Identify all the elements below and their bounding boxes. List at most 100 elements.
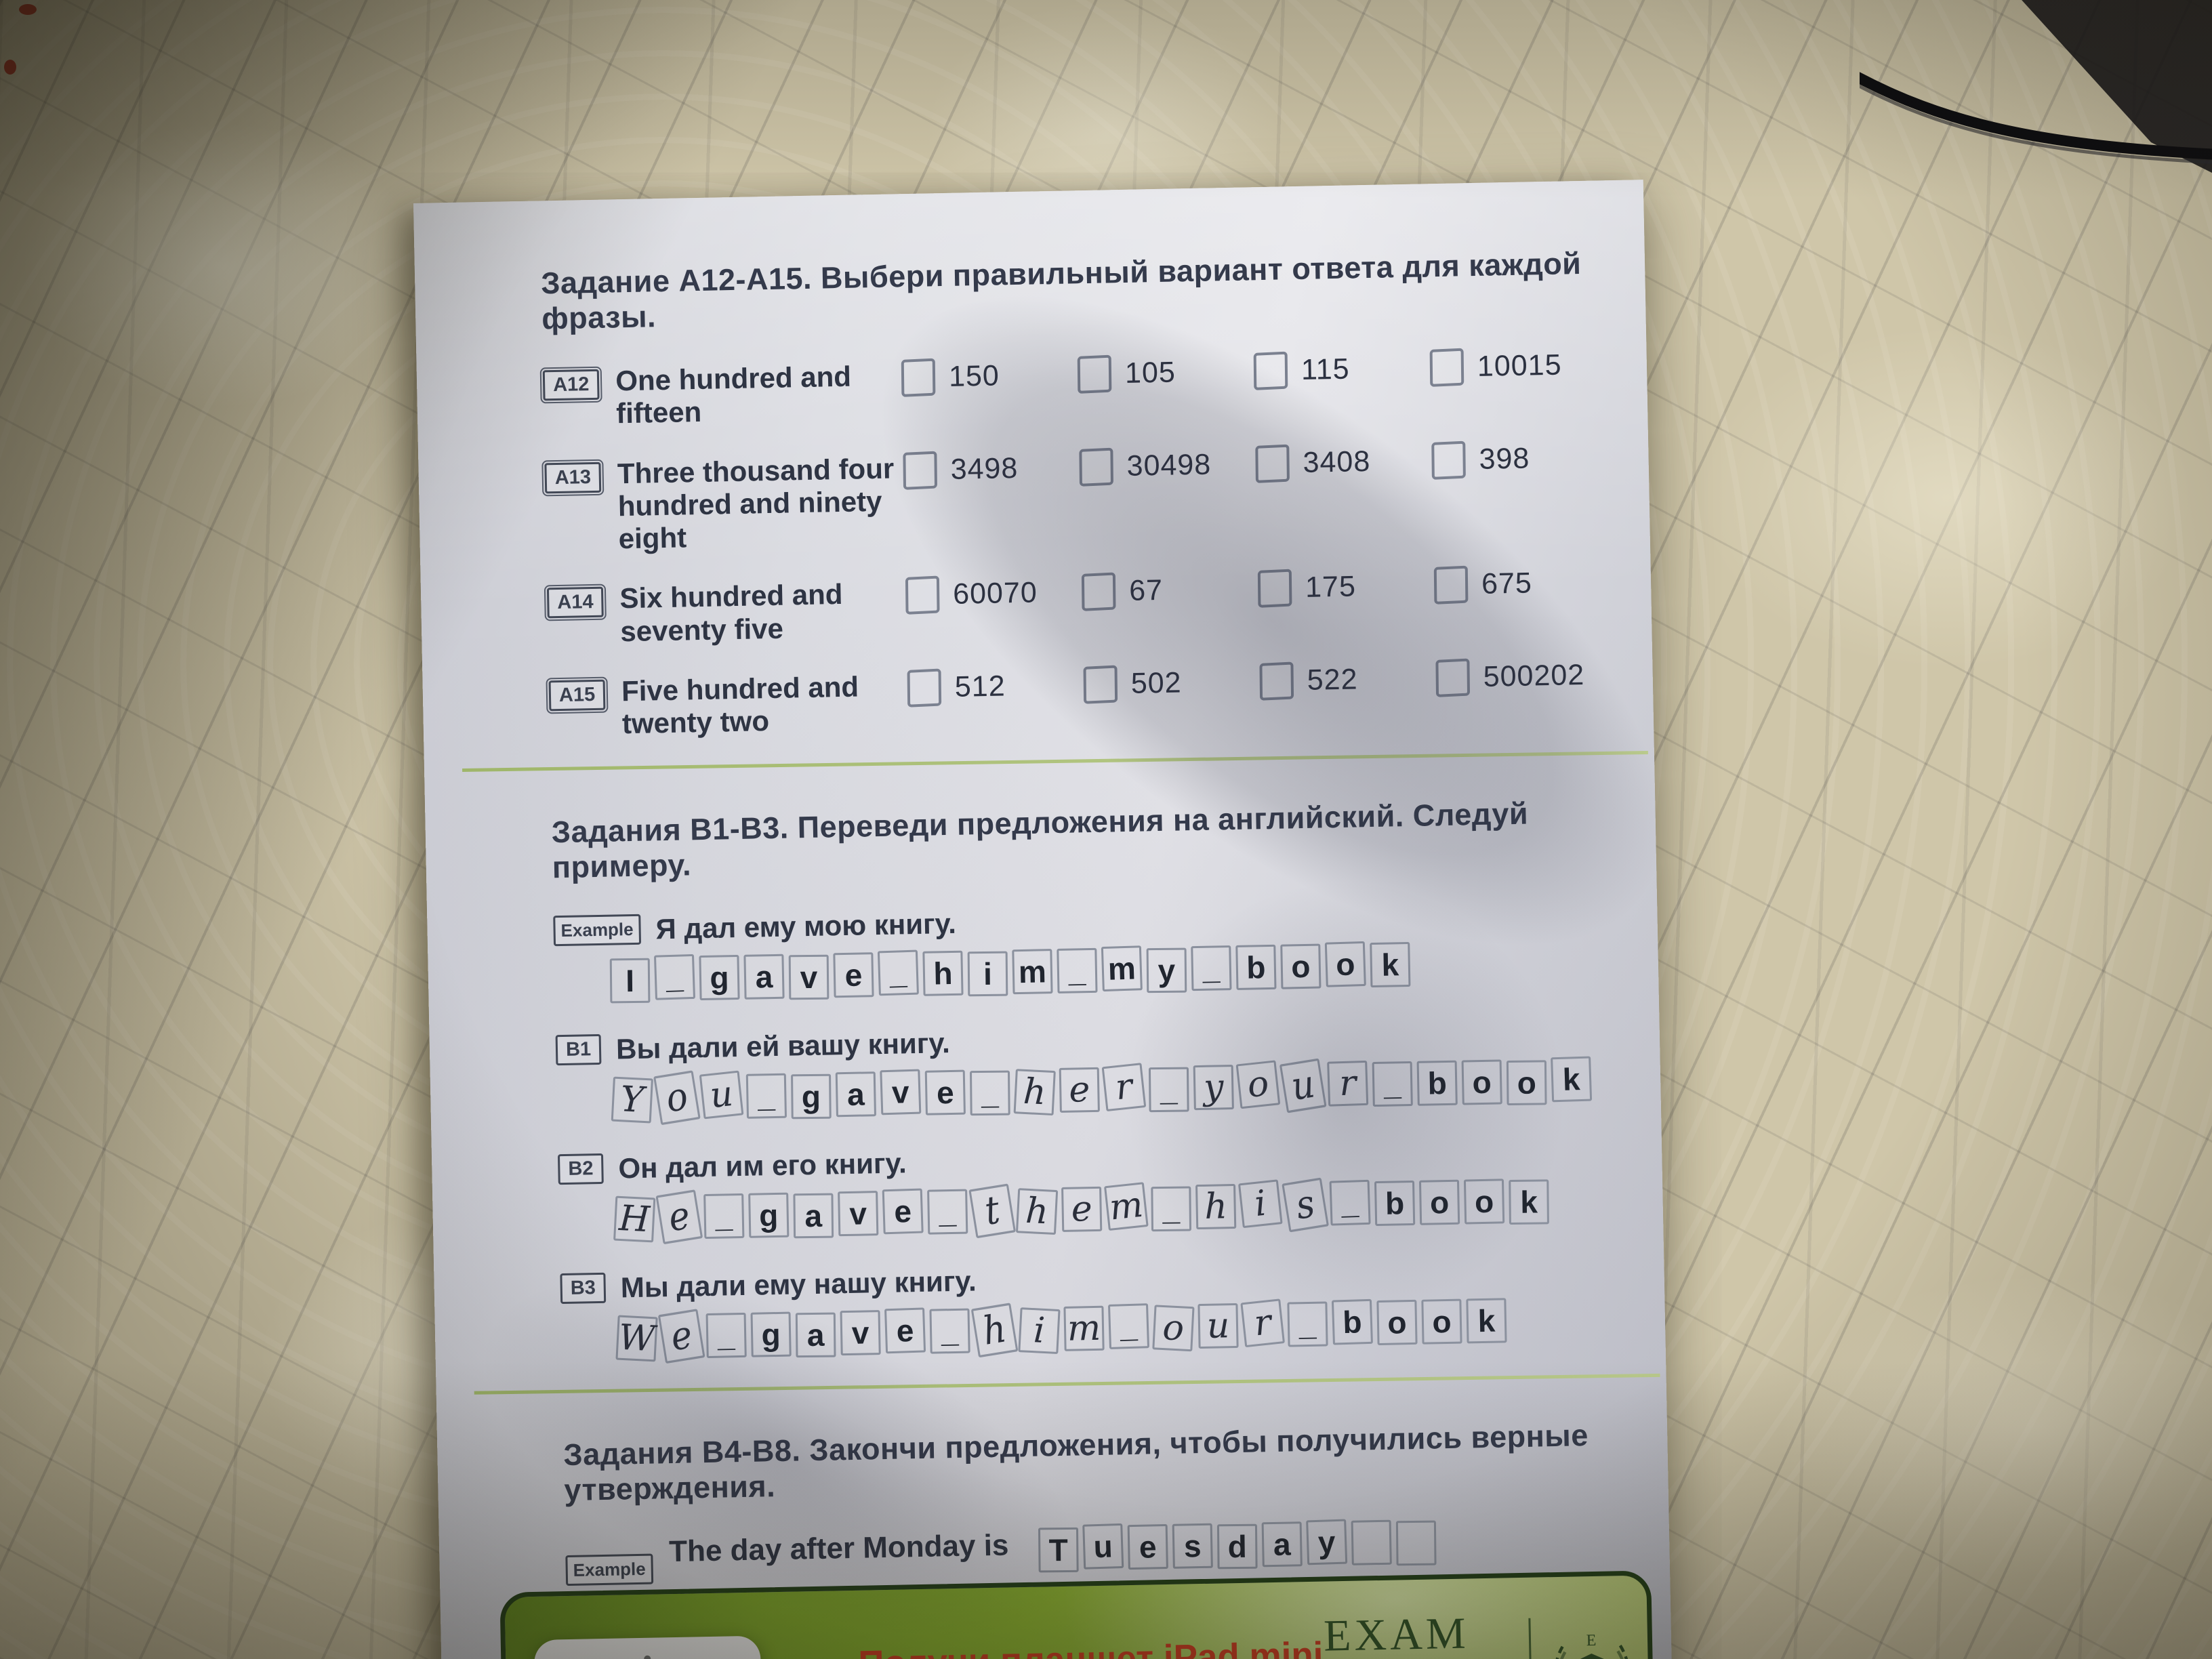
letter-cell[interactable]: r [1327,1060,1369,1107]
option-checkbox[interactable] [1429,348,1465,387]
letter-cell[interactable] [1395,1520,1437,1566]
letter-cell[interactable]: i [1018,1307,1061,1354]
option-checkbox[interactable] [1259,661,1294,701]
letter-cell[interactable]: k [1551,1056,1593,1103]
option-checkbox[interactable] [1435,658,1471,697]
letter-cell[interactable]: o [653,1069,701,1125]
letter-cell[interactable]: _ [1191,945,1232,991]
letter-cell[interactable]: k [1466,1298,1507,1344]
letter-cell[interactable]: h [922,950,964,996]
letter-cell[interactable]: _ [705,1312,747,1358]
option-checkbox[interactable] [1255,444,1290,483]
letter-cell[interactable]: H [613,1195,656,1243]
option-checkbox[interactable] [1077,354,1112,394]
letter-cell[interactable]: e [1061,1186,1103,1232]
letter-cell[interactable]: _ [929,1308,970,1354]
letter-cell[interactable]: d [1216,1523,1258,1570]
letter-cell[interactable]: e [657,1308,705,1364]
option-checkbox[interactable] [1081,573,1116,612]
letter-cell[interactable] [1351,1519,1392,1565]
letter-cell[interactable]: _ [1287,1301,1328,1347]
letter-cell[interactable]: _ [1057,947,1098,994]
letter-cell[interactable]: _ [1151,1186,1192,1231]
letter-cell[interactable]: h [1015,1187,1059,1235]
letter-cell[interactable]: _ [927,1189,968,1235]
letter-cell[interactable]: _ [1372,1061,1413,1107]
letter-cell[interactable]: b [1416,1060,1458,1106]
letter-cell[interactable]: t [968,1183,1017,1239]
letter-cell[interactable]: o [1463,1179,1505,1225]
letter-cell[interactable]: _ [703,1193,745,1239]
letter-cell[interactable]: b [1235,944,1277,990]
letter-cell[interactable]: o [1235,1060,1281,1109]
option-checkbox[interactable] [1431,441,1466,480]
letter-cell[interactable]: s [1172,1523,1213,1569]
letter-cell[interactable]: e [655,1189,703,1244]
letter-cell[interactable]: k [1370,941,1411,987]
letter-cell[interactable]: o [1461,1059,1502,1105]
letter-cell[interactable]: h [1013,1068,1056,1115]
option-checkbox[interactable] [1253,351,1288,390]
letter-cell[interactable]: u [1082,1523,1124,1570]
letter-cell[interactable]: e [884,1307,926,1353]
letter-cell[interactable]: g [750,1311,792,1357]
letter-cell[interactable]: g [748,1192,790,1238]
letter-cell[interactable]: y [1193,1064,1234,1110]
letter-cell[interactable]: o [1376,1299,1418,1345]
letter-cell[interactable]: u [699,1070,744,1120]
letter-cell[interactable]: m [1101,945,1143,991]
letter-cell[interactable]: a [743,954,785,1000]
letter-cell[interactable]: v [838,1190,879,1236]
letter-cell[interactable]: b [1374,1180,1416,1226]
letter-cell[interactable]: m [1012,948,1053,994]
letter-cell[interactable]: _ [745,1073,787,1119]
option-checkbox[interactable] [903,451,938,490]
letter-cell[interactable]: i [967,951,1008,996]
option-checkbox[interactable] [901,358,936,397]
letter-cell[interactable]: o [1418,1179,1460,1225]
letter-cell[interactable]: _ [1107,1303,1150,1349]
letter-cell[interactable]: k [1509,1179,1549,1225]
letter-cell[interactable]: v [880,1069,922,1115]
letter-cell[interactable]: r [1101,1062,1147,1111]
letter-cell[interactable]: T [1038,1527,1079,1573]
letter-cell[interactable]: g [699,954,740,1000]
letter-cell[interactable]: e [833,951,874,998]
letter-cell[interactable]: a [795,1312,836,1357]
letter-cell[interactable]: y [1306,1519,1348,1565]
letter-cell[interactable]: e [1059,1067,1100,1113]
option-checkbox[interactable] [1083,665,1118,704]
letter-cell[interactable]: a [793,1193,834,1238]
letter-cell[interactable]: r [1240,1298,1286,1347]
letter-cell[interactable]: h [1195,1183,1237,1229]
letter-cell[interactable]: u [1279,1058,1327,1113]
option-checkbox[interactable] [905,576,940,615]
option-checkbox[interactable] [1079,447,1113,487]
letter-cell[interactable]: i [1237,1179,1283,1228]
letter-cell[interactable]: b [1331,1298,1373,1345]
letter-cell[interactable]: e [882,1188,924,1234]
letter-cell[interactable]: s [1282,1177,1329,1233]
letter-cell[interactable]: _ [1148,1067,1189,1112]
letter-cell[interactable]: e [924,1069,966,1115]
letter-cell[interactable]: _ [1329,1179,1371,1226]
letter-cell[interactable]: W [615,1315,658,1362]
letter-cell[interactable]: g [791,1073,832,1119]
letter-cell[interactable]: _ [653,954,696,1000]
letter-cell[interactable]: _ [877,949,919,996]
letter-cell[interactable]: o [1421,1298,1462,1345]
letter-cell[interactable]: a [835,1071,876,1117]
letter-cell[interactable]: Y [611,1076,653,1124]
letter-cell[interactable]: v [840,1309,881,1355]
letter-cell[interactable]: o [1280,943,1322,989]
letter-cell[interactable]: e [1127,1524,1168,1570]
option-checkbox[interactable] [907,668,942,708]
letter-cell[interactable]: o [1152,1304,1195,1351]
letter-cell[interactable]: v [788,954,830,1000]
letter-cell[interactable]: a [1261,1521,1303,1568]
option-checkbox[interactable] [1257,569,1292,609]
letter-cell[interactable]: o [1506,1060,1547,1105]
option-checkbox[interactable] [1433,566,1469,605]
letter-cell[interactable]: I [609,958,651,1004]
letter-cell[interactable]: u [1197,1303,1239,1349]
